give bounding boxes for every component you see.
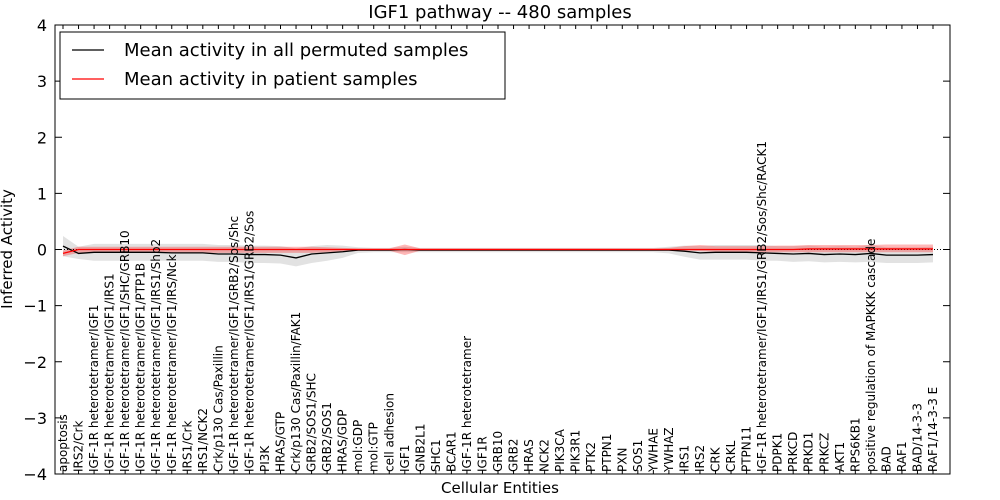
x-category-label: IGF-1R heterotetramer/IGF1/IRS1/Shp2 [149,239,163,472]
x-category-label: apoptosis [56,414,70,472]
x-category-label: IRS1 [677,445,691,472]
x-category-label: CRK [709,446,723,472]
x-category-label: IGF-1R heterotetramer/IGF1/SHC/GRB10 [118,230,132,472]
x-category-label: cell adhesion [382,393,396,472]
x-category-label: GRB10 [491,431,505,472]
x-category-label: GRB2/SOS1 [320,402,334,472]
x-category-label: mol:GDP [351,420,365,472]
y-axis-label: Inferred Activity [0,189,16,309]
x-category-label: PXN [615,448,629,472]
y-tick-label: 0 [37,241,47,260]
y-tick-label: 2 [37,128,47,147]
series-line-patient [62,248,933,255]
x-category-label: YWHAZ [662,427,676,473]
x-category-label: CRKL [724,440,738,472]
x-category-label: IRS2/Crk [72,421,86,472]
x-category-label: PI3K [258,445,272,472]
x-category-label: RAF1 [895,441,909,472]
x-category-label: HRAS [522,439,536,472]
x-category-label: SOS1 [631,440,645,472]
band-permuted [63,236,933,267]
x-category-label: GRB2 [507,438,521,472]
x-category-label: IGF-1R heterotetramer/IGF1/GRB2/Sos/Shc [227,216,241,472]
x-category-label: HRAS/GTP [274,412,288,472]
x-category-label: RAF1/14-3-3 E [926,387,940,472]
x-category-label: PRKCZ [817,433,831,472]
x-category-label: IRS2 [693,445,707,472]
x-category-label: BAD [879,446,893,472]
x-category-label: IGF-1R heterotetramer/IGF1/IRS1/GRB2/Sos [242,211,256,472]
y-tick-label: −3 [23,409,47,428]
x-category-label: BAD/14-3-3 [910,403,924,472]
x-axis-label: Cellular Entities [441,479,559,497]
x-category-label: IGF-1R heterotetramer/IGF1 [87,305,101,472]
x-category-label: PIK3CA [553,428,567,472]
x-category-label: RPS6KB1 [848,417,862,472]
x-category-label: GNB2L1 [413,424,427,472]
x-category-label: PRKCD [786,432,800,472]
x-category-label: BCAR1 [444,431,458,472]
x-category-label: IRS1/Crk [180,421,194,472]
y-tick-label: −1 [23,297,47,316]
y-tick-label: −2 [23,353,47,372]
x-category-label: Crk/p130 Cas/Paxillin [211,345,225,472]
y-tick-label: 1 [37,184,47,203]
x-category-label: SHC1 [429,439,443,472]
x-category-label: IGF-1R heterotetramer/IGF1/IRS1/GRB2/Sos… [755,141,769,472]
y-tick-label: 3 [37,72,47,91]
x-category-label: Crk/p130 Cas/Paxillin/FAK1 [289,312,303,472]
x-category-label: PRKD1 [802,432,816,472]
x-category-label: IGF-1R heterotetramer/IGF1/PTP1B [134,263,148,472]
x-category-label: PTK2 [584,442,598,472]
x-category-label: HRAS/GDP [336,409,350,472]
x-category-label: PTPN11 [740,426,754,472]
x-category-label: PIK3R1 [569,430,583,472]
x-category-label: IRS1/NCK2 [196,408,210,472]
x-category-label: IGF-1R heterotetramer/IGF1/IRS/Nck [165,254,179,472]
x-category-label: IGF1R [475,436,489,472]
x-category-label: GRB2/SOS1/SHC [305,373,319,472]
x-category-label: IGF-1R heterotetramer [460,336,474,472]
x-category-label: IGF-1R heterotetramer/IGF1/IRS1 [103,273,117,472]
x-category-label: AKT1 [833,442,847,472]
x-category-label: YWHAE [646,428,660,473]
legend-label-permuted: Mean activity in all permuted samples [124,40,468,61]
legend-label-patient: Mean activity in patient samples [124,69,418,90]
chart-title: IGF1 pathway -- 480 samples [368,2,631,23]
legend-box [59,31,506,100]
x-category-label: IGF1 [398,445,412,472]
x-category-label: mol:GTP [367,422,381,472]
x-category-label: positive regulation of MAPKKK cascade [864,239,878,472]
y-tick-label: 4 [37,16,47,35]
x-category-label: PTPN1 [600,434,614,472]
x-category-label: PDPK1 [771,433,785,472]
legend: Mean activity in all permuted samples Me… [59,31,506,100]
y-tick-label: −4 [23,465,47,484]
x-category-label: NCK2 [538,439,552,472]
